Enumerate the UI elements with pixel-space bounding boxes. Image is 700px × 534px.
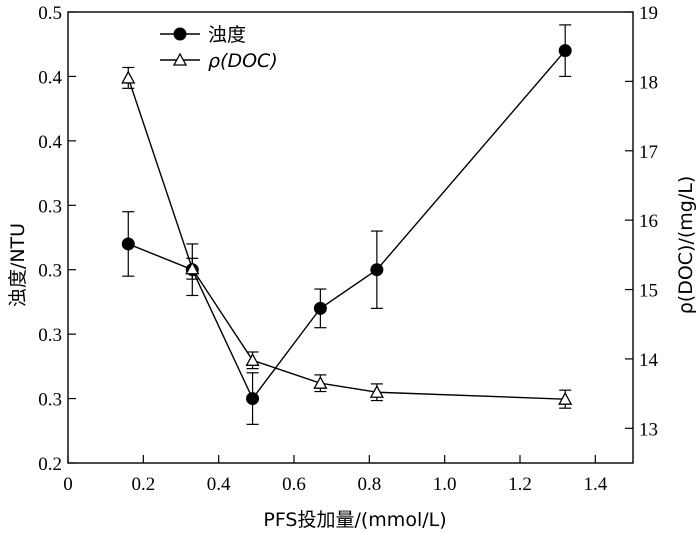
left-y-tick-label: 0.4	[38, 132, 62, 153]
series-line	[128, 50, 566, 400]
right-y-tick-label: 15	[639, 281, 658, 302]
right-y-tick-label: 18	[639, 72, 658, 93]
legend-label-doc: ρ(DOC)	[208, 50, 278, 72]
data-point	[558, 44, 572, 58]
x-tick-label: 0.6	[282, 474, 306, 495]
x-tick-label: 1.4	[583, 474, 607, 495]
right-y-tick-label: 19	[639, 3, 658, 24]
left-y-tick-label: 0.3	[38, 196, 62, 217]
plot-border	[67, 11, 634, 464]
data-point	[369, 384, 384, 398]
x-tick-label: 0	[63, 474, 73, 495]
x-tick-label: 1.0	[433, 474, 457, 495]
series-turbidity	[121, 24, 572, 425]
left-y-tick-label: 0.5	[38, 3, 62, 24]
right-y-tick-label: 16	[639, 211, 658, 232]
left-y-axis-title: 浊度/NTU	[7, 223, 29, 307]
x-tick-label: 0.4	[207, 474, 231, 495]
x-axis: 0 0.2 0.4 0.6 0.8 1.0 1.2 1.4	[63, 455, 608, 495]
data-point	[185, 261, 200, 275]
right-y-tick-label: 14	[639, 350, 659, 371]
x-axis-title: PFS投加量/(mmol/L)	[263, 509, 446, 531]
legend: 浊度 ρ(DOC)	[160, 24, 278, 72]
left-y-axis: 0.2 0.3 0.3 0.3 0.3 0.4 0.4 0.5	[38, 3, 76, 475]
right-y-axis: 13 14 15 16 17 18 19	[625, 3, 659, 440]
legend-marker-doc	[172, 52, 188, 66]
left-y-tick-label: 0.3	[38, 325, 62, 346]
legend-label-turbidity: 浊度	[208, 24, 246, 46]
x-tick-label: 0.2	[131, 474, 155, 495]
data-point	[245, 352, 260, 366]
data-point	[313, 375, 328, 389]
right-y-tick-label: 13	[639, 419, 658, 440]
x-tick-label: 0.8	[357, 474, 381, 495]
left-y-tick-label: 0.4	[38, 67, 62, 88]
plot-frame	[67, 11, 634, 464]
legend-marker-turbidity	[173, 27, 187, 41]
data-point	[121, 237, 135, 251]
data-point	[246, 392, 260, 406]
left-y-tick-label: 0.3	[38, 261, 62, 282]
left-y-tick-label: 0.2	[38, 454, 62, 475]
series-layer	[121, 24, 573, 425]
data-point	[313, 301, 327, 315]
right-y-axis-title: ρ(DOC)/(mg/L)	[675, 176, 697, 315]
data-point	[558, 391, 573, 405]
data-point	[121, 70, 136, 84]
right-y-tick-label: 17	[639, 142, 658, 163]
data-point	[370, 263, 384, 277]
series-doc	[121, 66, 573, 409]
left-y-tick-label: 0.3	[38, 390, 62, 411]
x-tick-label: 1.2	[508, 474, 532, 495]
series-line	[127, 77, 566, 400]
